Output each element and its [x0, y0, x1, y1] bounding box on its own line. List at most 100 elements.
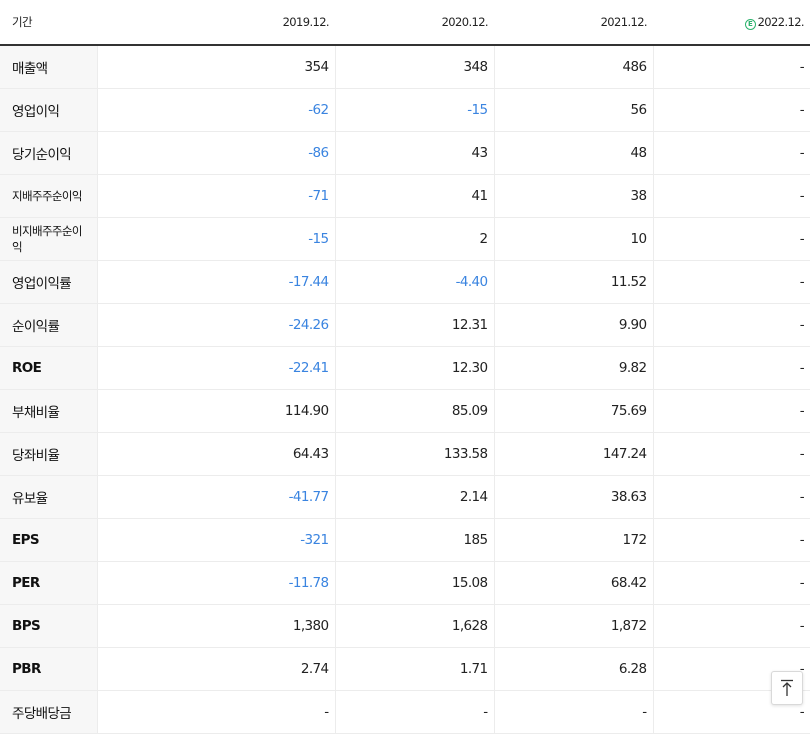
- arrow-up-to-top-icon: [781, 679, 793, 696]
- cell-value: -62: [96, 88, 335, 132]
- table-row: PER -11.78 15.08 68.42-: [0, 561, 810, 605]
- cell-value: 1,380: [96, 604, 335, 648]
- cell-value: 10: [493, 217, 653, 261]
- cell-value: 1.71: [334, 647, 494, 691]
- cell-value: 1,628: [334, 604, 494, 648]
- cell-value: 348: [334, 45, 494, 89]
- cell-value: 15.08: [334, 561, 494, 605]
- table-row: 순이익률 -24.26 12.31 9.90-: [0, 303, 810, 347]
- row-label: 매출액: [0, 45, 97, 89]
- row-label: 당좌비율: [0, 432, 97, 476]
- cell-value: -: [652, 475, 810, 519]
- table-header: 기간 2019.12. 2020.12. 2021.12. E 2022.12.: [0, 0, 810, 46]
- cell-value: -24.26: [96, 303, 335, 347]
- period-2020: 2020.12.: [335, 0, 494, 46]
- cell-value: -: [652, 45, 810, 89]
- cell-value: 147.24: [493, 432, 653, 476]
- table-row: EPS -321 185 172-: [0, 518, 810, 562]
- cell-value: -: [652, 303, 810, 347]
- table-row: 유보율 -41.77 2.14 38.63-: [0, 475, 810, 519]
- table-row: 매출액 354 348 486-: [0, 45, 810, 89]
- cell-value: 9.90: [493, 303, 653, 347]
- cell-value: 41: [334, 174, 494, 218]
- cell-value: 38: [493, 174, 653, 218]
- cell-value: 11.52: [493, 260, 653, 304]
- cell-value: 354: [96, 45, 335, 89]
- table-row: 비지배주주순이익 -15 2 10-: [0, 217, 810, 261]
- row-label: 지배주주순이익: [0, 174, 97, 218]
- period-2022-estimate: E 2022.12.: [653, 0, 810, 46]
- cell-value: 1,872: [493, 604, 653, 648]
- cell-value: 56: [493, 88, 653, 132]
- cell-value: 9.82: [493, 346, 653, 390]
- cell-value: -: [652, 217, 810, 261]
- cell-value: -321: [96, 518, 335, 562]
- row-label: 당기순이익: [0, 131, 97, 175]
- row-label: ROE: [0, 346, 97, 390]
- table-row: ROE -22.41 12.30 9.82-: [0, 346, 810, 390]
- table-body: 매출액 354 348 486- 영업이익 -62 -15 56- 당기순이익 -86 43 48- 지…: [0, 45, 810, 734]
- cell-value: 133.58: [334, 432, 494, 476]
- cell-value: 114.90: [96, 389, 335, 433]
- row-label: 영업이익률: [0, 260, 97, 304]
- table-row: BPS 1,380 1,628 1,872-: [0, 604, 810, 648]
- period-2022-label: 2022.12.: [757, 14, 805, 29]
- cell-value: 68.42: [493, 561, 653, 605]
- row-label: 유보율: [0, 475, 97, 519]
- table-row: 영업이익률 -17.44 -4.40 11.52-: [0, 260, 810, 304]
- cell-value: -: [652, 260, 810, 304]
- cell-value: 2.14: [334, 475, 494, 519]
- cell-value: -: [652, 561, 810, 605]
- cell-value: -: [652, 88, 810, 132]
- cell-value: -22.41: [96, 346, 335, 390]
- cell-value: -: [96, 690, 335, 734]
- row-label: PBR: [0, 647, 97, 691]
- cell-value: -: [652, 518, 810, 562]
- cell-value: 486: [493, 45, 653, 89]
- period-2021: 2021.12.: [494, 0, 653, 46]
- header-row: 기간 2019.12. 2020.12. 2021.12. E 2022.12.: [0, 0, 810, 46]
- cell-value: 64.43: [96, 432, 335, 476]
- table-row: 당좌비율 64.43 133.58 147.24-: [0, 432, 810, 476]
- row-label: 비지배주주순이익: [0, 217, 97, 261]
- row-label: PER: [0, 561, 97, 605]
- cell-value: -: [652, 174, 810, 218]
- cell-value: 6.28: [493, 647, 653, 691]
- cell-value: 48: [493, 131, 653, 175]
- cell-value: 12.30: [334, 346, 494, 390]
- cell-value: -71: [96, 174, 335, 218]
- cell-value: -: [652, 432, 810, 476]
- table-row: 주당배당금 - - - -: [0, 690, 810, 734]
- cell-value: 43: [334, 131, 494, 175]
- cell-value: -: [652, 389, 810, 433]
- cell-value: -: [652, 604, 810, 648]
- cell-value: -: [493, 690, 653, 734]
- period-label: 기간: [0, 0, 97, 46]
- table-row: 부채비율 114.90 85.09 75.69-: [0, 389, 810, 433]
- cell-value: -11.78: [96, 561, 335, 605]
- cell-value: -: [652, 346, 810, 390]
- cell-value: 75.69: [493, 389, 653, 433]
- cell-value: 85.09: [334, 389, 494, 433]
- period-2019: 2019.12.: [97, 0, 335, 46]
- cell-value: -: [334, 690, 494, 734]
- table-row: 지배주주순이익 -71 41 38-: [0, 174, 810, 218]
- cell-value: 2: [334, 217, 494, 261]
- row-label: 순이익률: [0, 303, 97, 347]
- table-row: 영업이익 -62 -15 56-: [0, 88, 810, 132]
- row-label: BPS: [0, 604, 97, 648]
- cell-value: -: [652, 131, 810, 175]
- cell-value: 2.74: [96, 647, 335, 691]
- table-row: 당기순이익 -86 43 48-: [0, 131, 810, 175]
- scroll-to-top-button[interactable]: [771, 671, 803, 705]
- row-label: EPS: [0, 518, 97, 562]
- cell-value: -15: [96, 217, 335, 261]
- estimate-e-icon: E: [744, 18, 756, 30]
- cell-value: -41.77: [96, 475, 335, 519]
- cell-value: 185: [334, 518, 494, 562]
- cell-value: -15: [334, 88, 494, 132]
- row-label: 부채비율: [0, 389, 97, 433]
- cell-value: -86: [96, 131, 335, 175]
- cell-value: -17.44: [96, 260, 335, 304]
